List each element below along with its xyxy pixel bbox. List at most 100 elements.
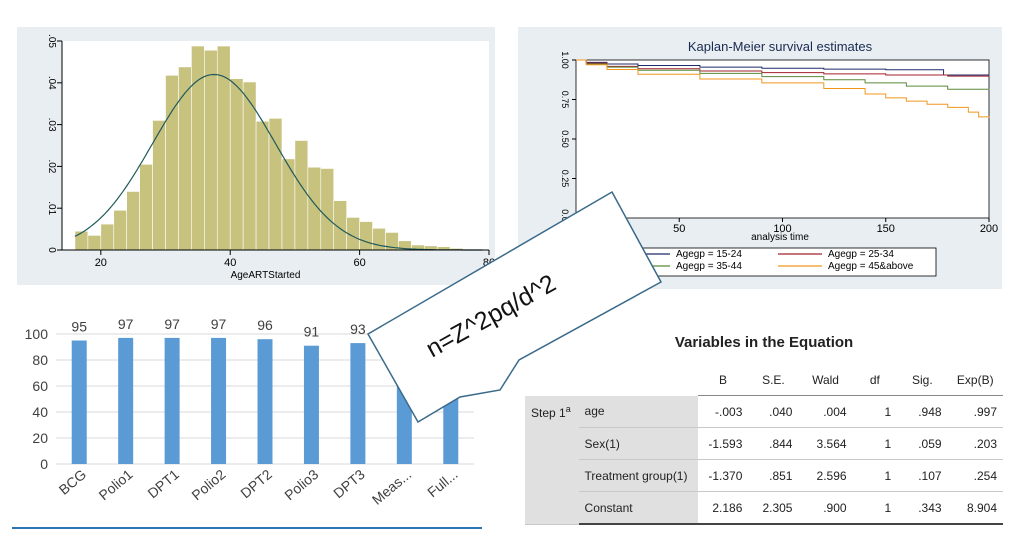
hist-bar [165, 74, 179, 251]
variables-table: B S.E. Wald df Sig. Exp(B) Step 1a age -.0… [525, 364, 1003, 525]
hist-x-tick-label: 80 [483, 257, 495, 269]
histogram-panel: 0 .01 .02 .03 .04 .05 20 40 60 80 AgeARTStarted [17, 27, 495, 285]
km-legend-label: Agegp = 25-34 [828, 249, 894, 260]
table-cell: 1 [852, 427, 898, 460]
hist-x-tick-label: 40 [224, 257, 236, 269]
header-df: df [852, 364, 898, 396]
vaccination-bar [396, 344, 412, 464]
hist-bar [372, 227, 386, 251]
bar-y-tick-label: 40 [32, 404, 48, 420]
bar-data-label: 92 [397, 322, 413, 338]
hist-x-tick-label: 60 [353, 257, 365, 269]
km-x-tick-label: 0 [573, 223, 579, 235]
table-cell: .997 [947, 395, 1003, 428]
km-y-tick-label: 0.25 [560, 170, 570, 188]
table-row: Constant 2.186 2.305.900 1.343 8.904 [525, 491, 1003, 525]
km-legend-label: Agegp = 15-24 [676, 249, 742, 260]
table-cell: .844 [748, 427, 799, 460]
row-label: age [578, 395, 698, 428]
vaccination-bar-chart: 0 20 40 60 80 100 95 BCG 97 Polio1 97 DPT1 97 Polio2 9… [25, 316, 474, 508]
header-blank-2 [578, 364, 698, 396]
bar-data-label: 93 [350, 321, 366, 337]
header-sig: Sig. [897, 364, 948, 396]
histogram-chart: 0 .01 .02 .03 .04 .05 20 40 60 80 AgeARTStarted [46, 34, 495, 281]
km-title: Kaplan-Meier survival estimates [688, 39, 873, 54]
table-cell: .203 [947, 427, 1003, 460]
hist-bar [87, 235, 102, 251]
km-x-tick-label: 100 [773, 223, 791, 235]
table-cell: 1 [852, 459, 898, 492]
bar-category-label: BCG [56, 466, 90, 498]
hist-bar [178, 66, 192, 251]
header-blank-1 [525, 364, 579, 396]
row-label: Treatment group(1) [578, 459, 698, 492]
vaccination-bar-panel: 0 20 40 60 80 100 95 BCG 97 Polio1 97 DPT1 97 Polio2 9… [12, 292, 482, 530]
table-cell: 8.904 [947, 491, 1003, 525]
bar-y-tick-label: 80 [32, 352, 48, 368]
bar-panel-underline [12, 527, 482, 529]
hist-bar [139, 164, 153, 251]
header-expb: Exp(B) [947, 364, 1003, 396]
hist-bar [126, 191, 140, 251]
kaplan-meier-panel: Kaplan-Meier survival estimates 0.00 0.25 0… [518, 27, 1002, 289]
hist-bar [320, 168, 335, 251]
hist-y-tick-label: .03 [46, 118, 57, 132]
bar-category-label: DPT2 [237, 466, 275, 501]
table-header-row: B S.E. Wald df Sig. Exp(B) [525, 364, 1003, 396]
step-label: Step 1a [525, 395, 579, 525]
hist-bar [74, 230, 89, 251]
bar-data-label: 83 [443, 334, 459, 350]
vaccination-bar [211, 337, 227, 464]
table-title: Variables in the Equation [674, 334, 854, 351]
hist-bar [113, 209, 127, 251]
vaccination-bar [118, 337, 134, 464]
table-cell: .040 [748, 395, 799, 428]
header-wald: Wald [798, 364, 853, 396]
hist-bar [359, 221, 373, 251]
vaccination-bar [71, 340, 87, 464]
row-label: Sex(1) [578, 427, 698, 460]
hist-x-axis-title: AgeARTStarted [231, 270, 301, 281]
bar-data-label: 97 [164, 316, 180, 332]
table-cell: 2.596 [798, 459, 853, 492]
regression-table-panel: Variables in the Equation B S.E. Wald df… [525, 330, 1003, 525]
bar-category-label: Polio2 [188, 466, 228, 503]
hist-y-tick-label: .02 [46, 159, 57, 173]
header-b: B [697, 364, 749, 396]
table-cell: .254 [947, 459, 1003, 492]
km-x-tick-label: 50 [673, 223, 685, 235]
bar-y-tick-label: 60 [32, 378, 48, 394]
table-cell: 1 [852, 395, 898, 428]
hist-y-tick-label: 0 [46, 247, 57, 253]
table-cell: 3.564 [798, 427, 853, 460]
bar-category-label: DPT1 [144, 466, 182, 501]
km-legend-label: Agegp = 35-44 [676, 261, 742, 272]
table-row: Treatment group(1) -1.370.851 2.596 1.107.2… [525, 459, 1003, 492]
bar-category-label: Polio3 [281, 466, 321, 503]
bar-data-label: 95 [71, 319, 87, 335]
table-cell: .059 [897, 427, 948, 460]
table-cell: .948 [897, 395, 948, 428]
hist-bar [204, 49, 218, 251]
km-y-tick-label: 0.50 [560, 130, 570, 148]
table-cell: 1 [852, 491, 898, 525]
hist-bar [100, 223, 115, 251]
bar-category-label: Full... [424, 466, 461, 500]
km-legend-label: Agegp = 45&above [828, 261, 914, 272]
hist-y-tick-label: .05 [46, 34, 57, 48]
bar-data-label: 97 [211, 316, 227, 332]
km-y-tick-label: 1.00 [560, 51, 570, 69]
table-cell: .004 [798, 395, 853, 428]
km-series-line [576, 59, 990, 118]
bar-data-label: 97 [118, 316, 134, 332]
bar-category-label: Meas... [369, 466, 414, 508]
vaccination-bar [164, 337, 180, 464]
table-cell: .107 [897, 459, 948, 492]
kaplan-meier-chart: Kaplan-Meier survival estimates 0.00 0.25 0… [560, 39, 998, 277]
table-cell: 2.305 [748, 491, 799, 525]
hist-x-tick-label: 20 [95, 257, 107, 269]
km-series-line [576, 59, 990, 77]
hist-bar [294, 140, 309, 251]
hist-y-tick-label: .01 [46, 201, 57, 215]
table-cell: -.003 [697, 395, 749, 428]
